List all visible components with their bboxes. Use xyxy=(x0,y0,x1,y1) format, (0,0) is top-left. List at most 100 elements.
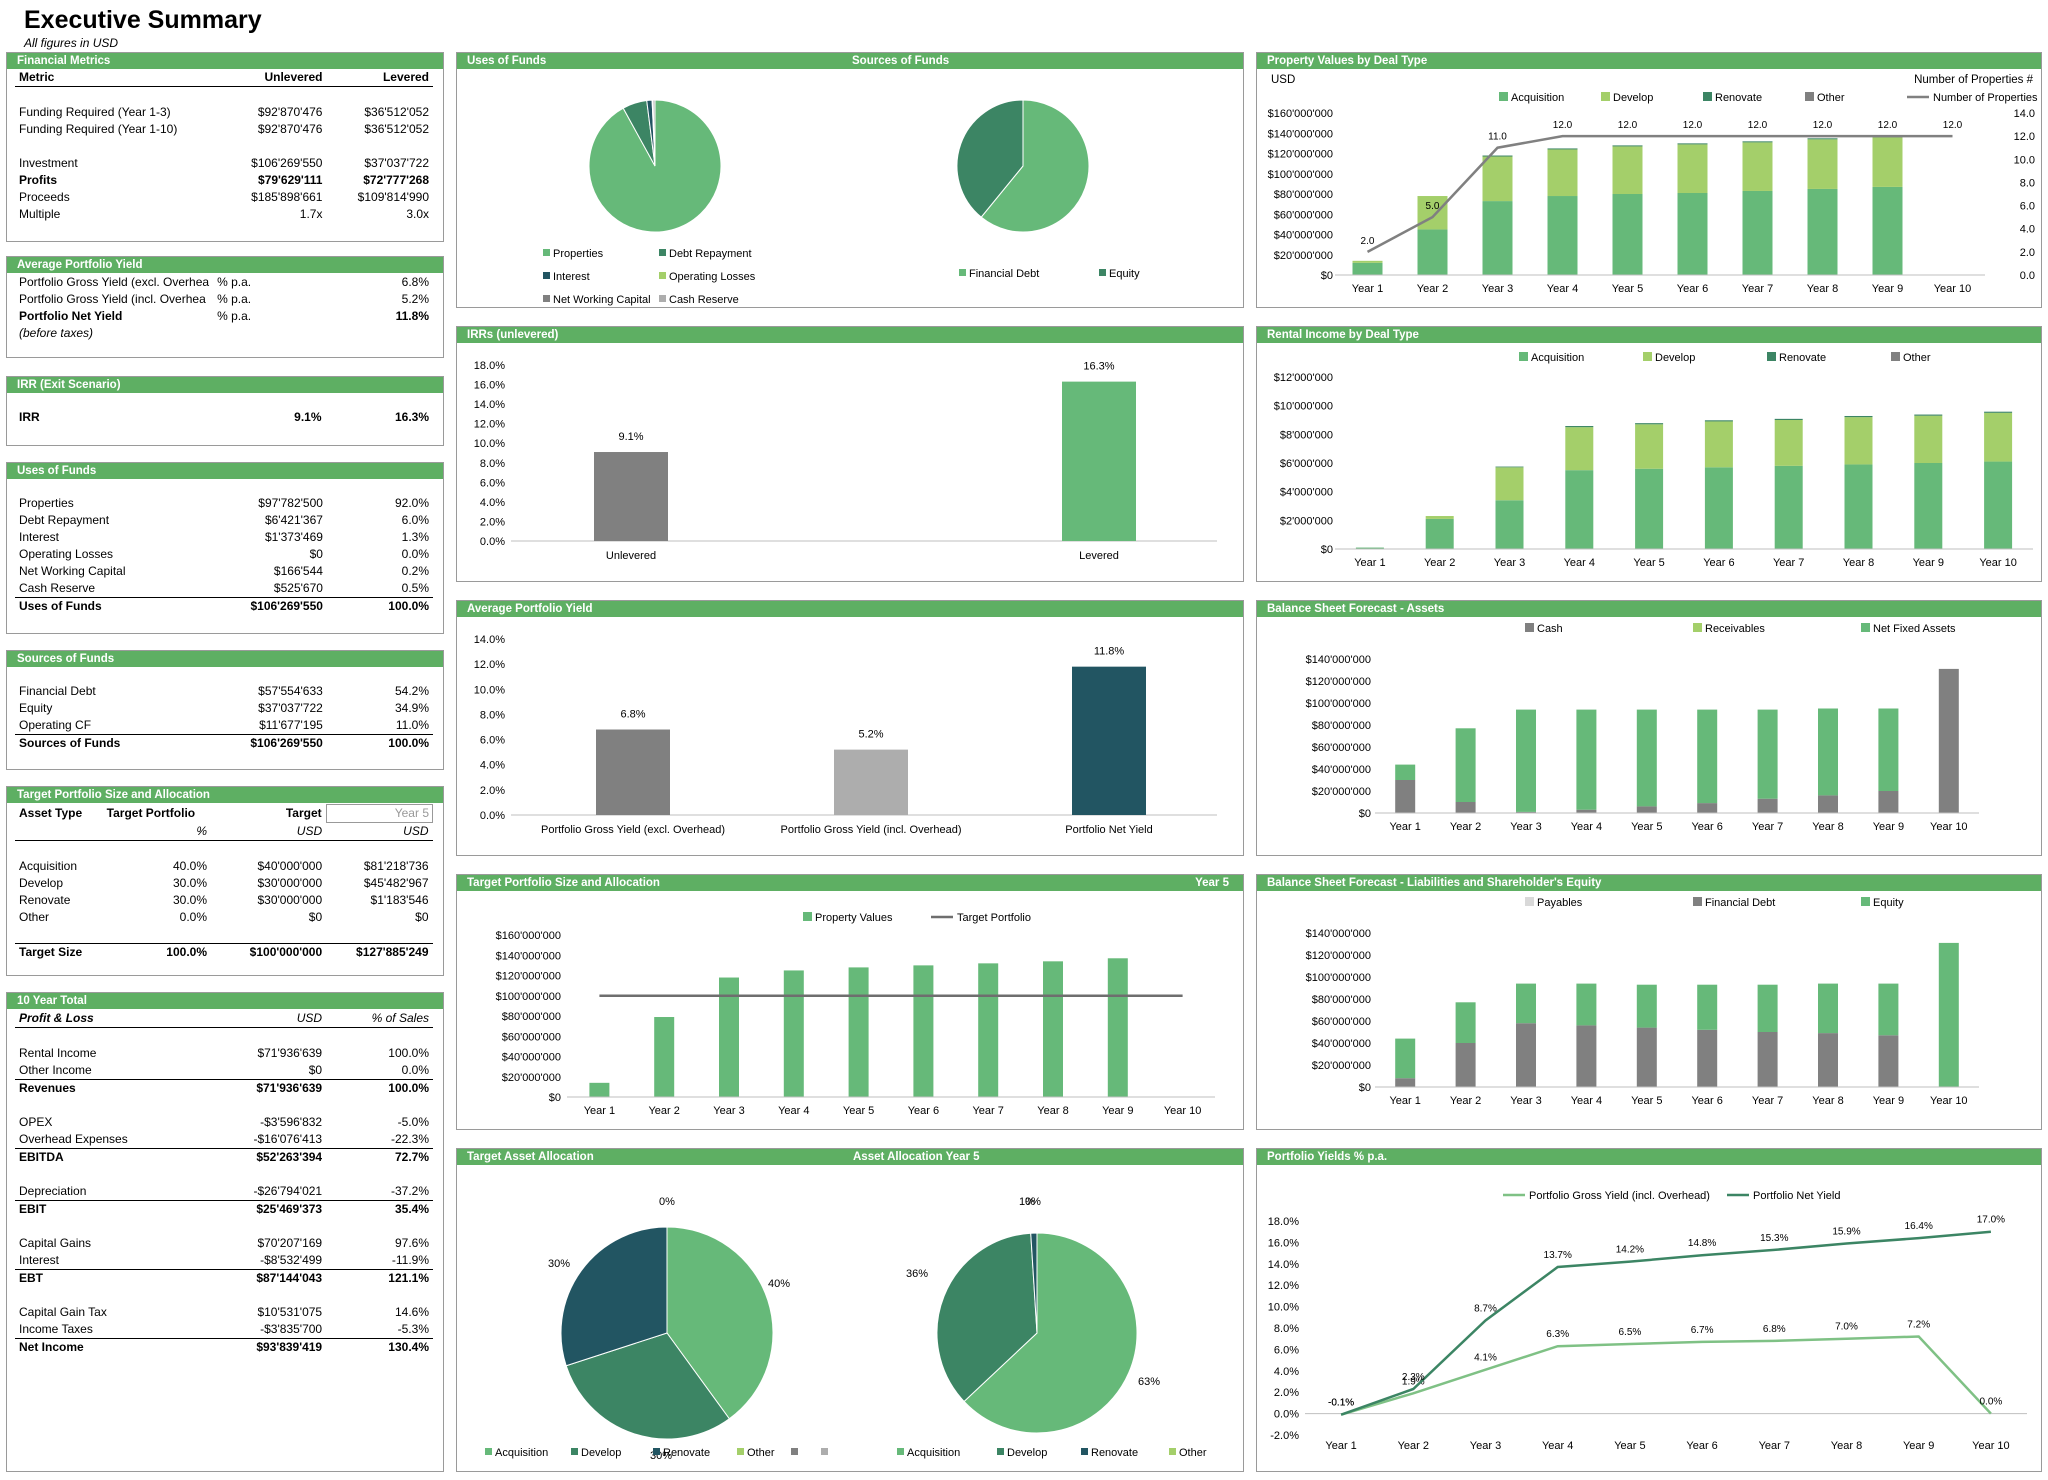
bs-assets-chart-panel: Balance Sheet Forecast - Assets Cash Rece… xyxy=(1256,600,2042,856)
bar xyxy=(1807,139,1838,189)
table-row: Financial Debt $57'554'633 54.2% xyxy=(19,684,429,698)
x-tick-label: Year 3 xyxy=(1510,1095,1541,1107)
legend-label: Portfolio Net Yield xyxy=(1753,1190,1840,1202)
table-row: Portfolio Net Yield% p.a. 11.8% xyxy=(19,309,429,323)
legend-swatch xyxy=(1525,897,1534,906)
y-tick-label: 0.0 xyxy=(2020,270,2035,282)
legend-swatch xyxy=(659,295,666,302)
y-tick-label: $100'000'000 xyxy=(496,991,561,1003)
y-tick-label: $20'000'000 xyxy=(502,1072,561,1084)
financial-metrics-panel: Financial Metrics Metric Unlevered Levered… xyxy=(6,52,444,242)
legend-label: Develop xyxy=(1655,352,1695,364)
bar xyxy=(1818,708,1838,796)
legend-label: Cash xyxy=(1537,623,1563,635)
y-tick-label: $0 xyxy=(1321,270,1333,282)
y-tick-label: $0 xyxy=(1359,1082,1371,1094)
col-header: Profit & Loss xyxy=(15,1010,210,1028)
y-tick-label: $140'000'000 xyxy=(496,950,561,962)
y-tick-label: 0.0% xyxy=(480,810,505,822)
y-tick-label: 18.0% xyxy=(474,360,505,372)
x-tick-label: Year 9 xyxy=(1102,1105,1133,1117)
legend-label: Number of Properties xyxy=(1933,92,2038,104)
bar xyxy=(1677,144,1708,193)
irr-exit-table: IRR 9.1% 16.3% xyxy=(15,409,433,426)
y-tick-label: 8.0 xyxy=(2020,177,2035,189)
line-series xyxy=(1366,134,1953,253)
data-label: 6.8% xyxy=(620,709,645,721)
data-label: 9.1% xyxy=(618,431,643,443)
table-row: Multiple 1.7x 3.0x xyxy=(19,207,429,221)
line-series xyxy=(1340,1230,1992,1416)
legend-swatch xyxy=(1767,352,1776,361)
table-row: Other Income $0 0.0% xyxy=(19,1063,429,1077)
legend-swatch xyxy=(543,272,550,279)
data-label: 6.8% xyxy=(1763,1324,1786,1335)
bar xyxy=(1355,547,1384,549)
bar xyxy=(1757,1032,1778,1087)
x-tick-label: Portfolio Gross Yield (incl. Overhead) xyxy=(781,824,962,836)
y-tick-label: $160'000'000 xyxy=(1268,108,1333,120)
x-tick-label: Year 3 xyxy=(1510,821,1541,833)
bar xyxy=(1704,420,1733,422)
bar xyxy=(1938,668,1959,813)
x-tick-label: Year 8 xyxy=(1037,1105,1068,1117)
year-selector[interactable]: Year 5 xyxy=(325,804,434,823)
legend-swatch xyxy=(1499,92,1508,101)
col-header: Levered xyxy=(326,69,433,87)
bar xyxy=(1576,809,1597,813)
legend-swatch xyxy=(997,1448,1004,1455)
bar xyxy=(1482,201,1513,275)
bar xyxy=(1872,137,1903,187)
y-tick-label: $4'000'000 xyxy=(1280,487,1333,499)
x-tick-label: Year 4 xyxy=(1571,1095,1602,1107)
total-row: Revenues $71'936'639 100.0% xyxy=(15,1079,433,1097)
x-tick-label: Year 1 xyxy=(584,1105,615,1117)
bar xyxy=(1107,958,1128,1097)
y-tick-label: $100'000'000 xyxy=(1306,972,1371,984)
uses-chart-header: Uses of Funds xyxy=(457,53,1243,69)
bar xyxy=(1352,262,1383,275)
legend-swatch xyxy=(1519,352,1528,361)
bar xyxy=(1636,1027,1657,1087)
property-values-chart-panel: Property Values by Deal Type USD Number o… xyxy=(1256,52,2042,308)
data-label: 15.9% xyxy=(1832,1226,1860,1237)
legend-swatch xyxy=(1891,352,1900,361)
x-tick-label: Year 5 xyxy=(1612,283,1643,295)
avg-yield-chart-header: Average Portfolio Yield xyxy=(457,601,1243,617)
y-tick-label: $6'000'000 xyxy=(1280,458,1333,470)
bar xyxy=(1636,806,1657,813)
x-tick-label: Year 4 xyxy=(1547,283,1578,295)
legend-swatch xyxy=(653,1448,660,1455)
target-alloc-header: Target Portfolio Size and Allocation xyxy=(457,875,1243,891)
bar xyxy=(848,967,869,1097)
rental-chart: Acquisition Develop Renovate Other $0 $2'000'… xyxy=(1274,352,2033,569)
bar xyxy=(1984,411,2013,413)
table-row: Funding Required (Year 1-3) $92'870'476 $3… xyxy=(19,105,429,119)
x-tick-label: Year 3 xyxy=(1482,283,1513,295)
legend-swatch xyxy=(659,272,666,279)
y-tick-label: 0.0% xyxy=(480,536,505,548)
table-row: Depreciation -$26'794'021 -37.2% xyxy=(19,1184,429,1198)
col-header: Unlevered xyxy=(211,69,327,87)
x-tick-label: Year 5 xyxy=(1631,821,1662,833)
table-row: Income Taxes -$3'835'700 -5.3% xyxy=(19,1322,429,1336)
bar xyxy=(1774,465,1803,549)
bar xyxy=(1818,1033,1838,1087)
x-tick-label: Year 2 xyxy=(1450,1095,1481,1107)
bar xyxy=(1742,142,1773,191)
legend-swatch xyxy=(1861,623,1870,632)
legend-label: Properties xyxy=(553,248,604,260)
bar xyxy=(1818,983,1838,1034)
data-label: -0.1% xyxy=(1328,1398,1354,1409)
target-alloc-chart-panel: Target Portfolio Size and Allocation Yea… xyxy=(456,874,1244,1130)
x-tick-label: Year 3 xyxy=(713,1105,744,1117)
y-tick-label: 12.0% xyxy=(474,659,505,671)
legend-label: Other xyxy=(1903,352,1931,364)
line-data-label: 12.0 xyxy=(1943,120,1963,131)
bar xyxy=(1742,190,1773,275)
x-tick-label: Year 8 xyxy=(1812,821,1843,833)
data-label: 16.4% xyxy=(1905,1221,1933,1232)
bar xyxy=(1704,421,1733,468)
page-title: Executive Summary xyxy=(24,6,262,34)
y-tick-label: 4.0% xyxy=(480,497,505,509)
